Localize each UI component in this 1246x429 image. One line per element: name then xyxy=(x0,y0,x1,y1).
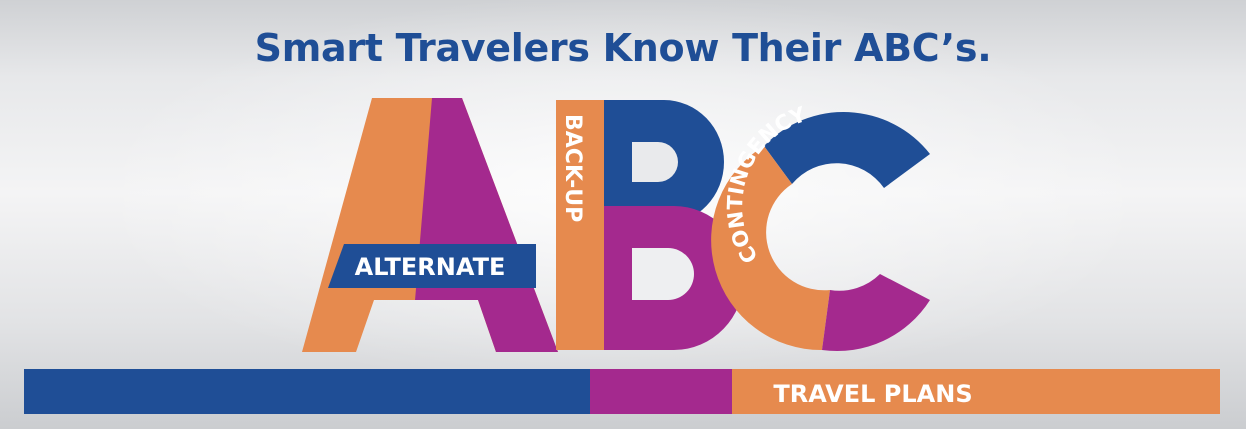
letter-a xyxy=(302,98,558,352)
letter-c xyxy=(711,111,930,352)
backup-label: BACK-UP xyxy=(560,114,585,222)
bar-orange-segment xyxy=(732,369,1220,414)
letter-b xyxy=(556,100,744,350)
bar-purple-segment xyxy=(590,369,732,414)
alternate-banner: ALTERNATE xyxy=(328,244,536,288)
letter-c-orange-arc xyxy=(711,146,830,351)
letter-c-purple-arc xyxy=(822,274,930,352)
letter-c-blue-arc xyxy=(764,111,930,188)
alternate-label: ALTERNATE xyxy=(355,253,506,281)
letter-b-upper-counter xyxy=(632,142,678,182)
bar-blue-segment xyxy=(24,369,590,414)
travel-plans-bar: TRAVEL PLANS xyxy=(24,369,1220,414)
letter-b-lower-counter xyxy=(632,248,694,300)
letter-a-purple-part xyxy=(410,98,558,352)
travel-plans-label: TRAVEL PLANS xyxy=(773,380,972,408)
headline: Smart Travelers Know Their ABC’s. xyxy=(254,26,992,70)
letter-b-stem xyxy=(556,100,604,350)
